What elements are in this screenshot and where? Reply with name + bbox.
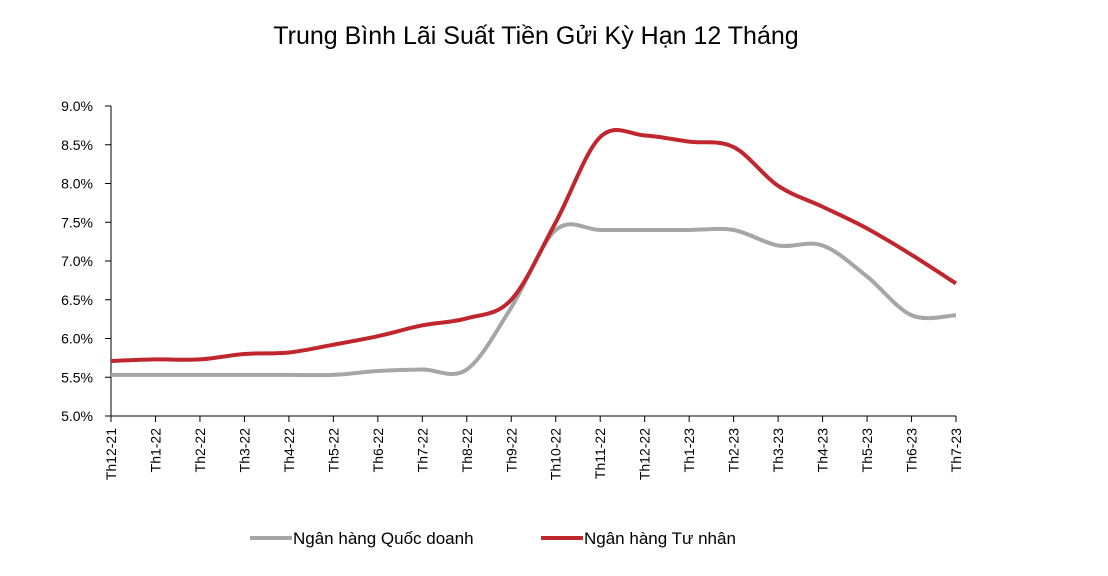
legend-label-2: Ngân hàng Tư nhân bbox=[584, 529, 736, 548]
x-tick-label: Th5-22 bbox=[325, 428, 341, 473]
x-tick-label: Th4-23 bbox=[815, 428, 831, 473]
y-tick-label: 8.5% bbox=[61, 137, 93, 153]
x-tick-label: Th10-22 bbox=[548, 428, 564, 480]
y-tick-label: 8.0% bbox=[61, 176, 93, 192]
x-tick-label: Th12-21 bbox=[103, 428, 119, 480]
x-tick-label: Th8-22 bbox=[459, 428, 475, 473]
x-tick-label: Th1-22 bbox=[147, 428, 163, 473]
x-tick-label: Th9-22 bbox=[503, 428, 519, 473]
x-tick-label: Th7-23 bbox=[948, 428, 964, 473]
chart-title: Trung Bình Lãi Suất Tiền Gửi Kỳ Hạn 12 T… bbox=[273, 22, 799, 50]
x-tick-label: Th11-22 bbox=[592, 428, 608, 479]
x-tick-label: Th5-23 bbox=[859, 428, 875, 473]
y-tick-label: 6.0% bbox=[61, 331, 93, 347]
x-tick-label: Th7-22 bbox=[414, 428, 430, 473]
x-tick-label: Th6-22 bbox=[370, 428, 386, 473]
y-tick-label: 7.0% bbox=[61, 253, 93, 269]
x-tick-label: Th1-23 bbox=[681, 428, 697, 473]
y-tick-label: 6.5% bbox=[61, 292, 93, 308]
y-tick-label: 7.5% bbox=[61, 214, 93, 230]
x-tick-label: Th4-22 bbox=[281, 428, 297, 473]
x-tick-label: Th2-23 bbox=[726, 428, 742, 473]
x-tick-label: Th3-23 bbox=[770, 428, 786, 473]
legend-label-1: Ngân hàng Quốc doanh bbox=[293, 529, 474, 548]
series-line-1 bbox=[111, 222, 957, 378]
y-tick-label: 5.0% bbox=[61, 408, 93, 424]
y-tick-label: 5.5% bbox=[61, 369, 93, 385]
series-line-2 bbox=[110, 127, 958, 363]
x-tick-label: Th12-22 bbox=[637, 428, 653, 480]
y-tick-label: 9.0% bbox=[61, 98, 93, 114]
x-tick-label: Th3-22 bbox=[236, 428, 252, 473]
x-tick-label: Th6-23 bbox=[904, 428, 920, 473]
x-tick-label: Th2-22 bbox=[192, 428, 208, 473]
